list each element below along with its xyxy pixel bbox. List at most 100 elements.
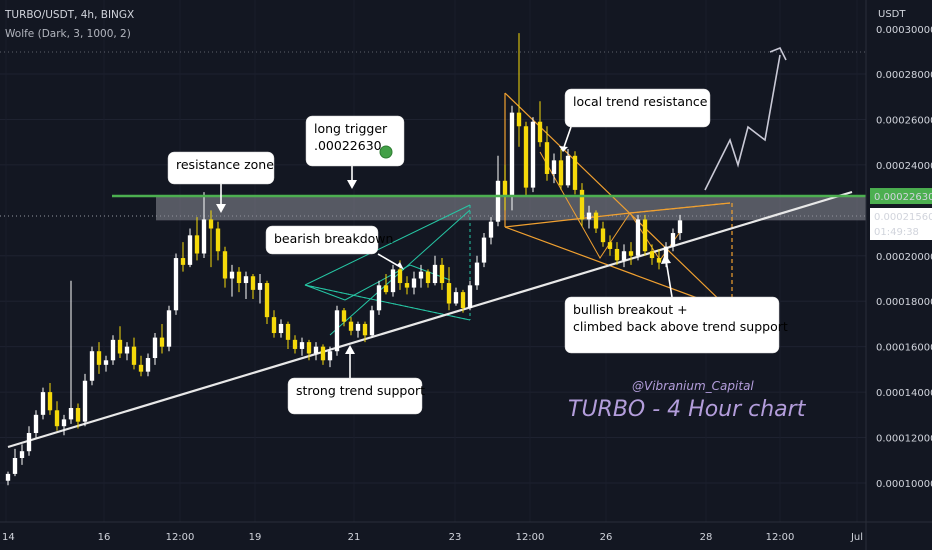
time-tick-label: 12:00 xyxy=(516,532,545,543)
candle-body xyxy=(649,251,655,259)
candle-body xyxy=(460,292,466,309)
time-tick-label: 21 xyxy=(348,532,361,543)
local-trend-resistance-pointer-head xyxy=(559,146,568,152)
last-price-tag xyxy=(870,208,932,240)
trigger-price-label: 0.00022630 xyxy=(874,192,932,203)
time-tick-label: 23 xyxy=(449,532,462,543)
time-tick-label: 16 xyxy=(98,532,111,543)
price-tick-label: 0.00012000 xyxy=(876,434,932,445)
bearish-breakdown-text: bearish breakdown xyxy=(274,231,393,246)
long-trigger-text: .00022630 xyxy=(314,138,382,153)
candle-body xyxy=(495,180,501,222)
candle-body xyxy=(432,264,438,284)
price-tick-label: 0.00014000 xyxy=(876,388,932,399)
bullish-breakout-callout: bullish breakout + climbed back above tre… xyxy=(564,254,788,354)
candle-body xyxy=(677,220,683,234)
candle-body xyxy=(474,262,480,286)
time-tick-label: 19 xyxy=(249,532,262,543)
candle-body xyxy=(138,364,144,372)
bullish-breakout-text: climbed back above trend support xyxy=(573,319,788,334)
price-tick-label: 0.00016000 xyxy=(876,343,932,354)
wolfe-orange-target xyxy=(629,202,731,214)
watermark-title: TURBO - 4 Hour chart xyxy=(568,397,807,422)
candle-body xyxy=(327,351,333,361)
candle-body xyxy=(467,285,473,309)
candle-body xyxy=(362,323,368,336)
price-axis[interactable]: USDT 0.00030000 0.00010000 0.00012000 0.0001… xyxy=(866,0,932,522)
candle-body xyxy=(40,392,46,415)
resistance-zone-pointer-head xyxy=(216,204,226,213)
candles xyxy=(5,33,683,486)
candle-body xyxy=(292,339,298,349)
candle-body xyxy=(635,219,641,256)
local-trend-resistance-box xyxy=(564,88,711,128)
candle-body xyxy=(180,258,186,265)
candle-body xyxy=(425,271,431,284)
candle-body xyxy=(166,310,172,347)
price-tick-label: 0.00028000 xyxy=(876,70,932,81)
local-trend-resistance-text: local trend resistance xyxy=(573,94,708,109)
callouts: resistance zone long trigger .00022630 loca… xyxy=(167,88,788,415)
wolfe-orange-line xyxy=(504,92,731,311)
price-axis-background xyxy=(866,0,932,522)
bearish-breakdown-callout: bearish breakdown xyxy=(265,225,404,270)
candle-body xyxy=(600,228,606,243)
time-tick-label: 28 xyxy=(700,532,713,543)
candle-body xyxy=(278,323,284,334)
countdown-label: 01:49:38 xyxy=(874,227,919,238)
local-trend-resistance-pointer xyxy=(562,126,572,151)
wolfe-orange-line xyxy=(504,226,731,311)
time-tick-label: 26 xyxy=(600,532,613,543)
symbol-title[interactable]: TURBO/USDT, 4h, BINGX xyxy=(5,9,135,21)
candle-body xyxy=(663,246,669,263)
candle-body xyxy=(376,285,382,311)
candle-body xyxy=(642,219,648,252)
long-trigger-text: long trigger xyxy=(314,121,388,136)
last-price-label: 0.00021560 xyxy=(874,212,932,223)
candle-body xyxy=(187,235,193,265)
candle-body xyxy=(348,321,354,331)
candle-body xyxy=(628,251,634,256)
candle-body xyxy=(96,351,102,365)
candle-body xyxy=(201,219,207,254)
time-tick-label: 12:00 xyxy=(166,532,195,543)
candle-body xyxy=(257,283,263,290)
price-tick-label: 0.00030000 xyxy=(876,25,932,36)
strong-trend-support-text: strong trend support xyxy=(296,383,425,398)
candle-body xyxy=(26,433,32,452)
candle-body xyxy=(656,258,662,263)
candle-body xyxy=(47,392,53,411)
resistance-zone-callout: resistance zone xyxy=(167,151,275,213)
candle-body xyxy=(670,233,676,247)
candle-body xyxy=(194,235,200,254)
candle-body xyxy=(537,121,543,143)
candle-body xyxy=(61,419,67,427)
candle-body xyxy=(75,408,81,422)
candle-body xyxy=(306,342,312,354)
candle-body xyxy=(159,337,165,347)
candle-body xyxy=(586,212,592,220)
bullish-breakout-text: bullish breakout + xyxy=(573,302,688,317)
candle-body xyxy=(558,160,564,186)
candle-body xyxy=(110,339,116,361)
candle-body xyxy=(285,323,291,340)
candle-body xyxy=(446,283,452,304)
candle-body xyxy=(502,180,508,197)
candle-body xyxy=(152,337,158,359)
candle-body xyxy=(124,346,130,354)
candle-body xyxy=(523,126,529,188)
candle-body xyxy=(565,155,571,186)
indicator-label[interactable]: Wolfe (Dark, 3, 1000, 2) xyxy=(5,28,131,40)
candle-body xyxy=(516,112,522,127)
candle-body xyxy=(488,221,494,238)
resistance-zone-box xyxy=(156,196,866,221)
local-trend-resistance-callout: local trend resistance xyxy=(559,88,711,152)
strong-trend-support-box xyxy=(287,377,423,415)
time-tick-label: 14 xyxy=(2,532,15,543)
watermark-handle: @Vibranium_Capital xyxy=(632,379,754,393)
candle-body xyxy=(383,285,389,293)
candle-body xyxy=(117,339,123,354)
